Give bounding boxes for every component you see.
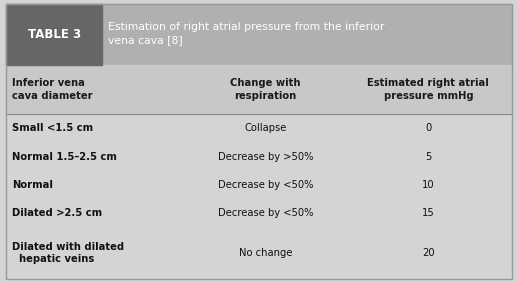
Text: Small <1.5 cm: Small <1.5 cm <box>12 123 94 133</box>
Text: Estimation of right atrial pressure from the inferior
vena cava [8]: Estimation of right atrial pressure from… <box>108 22 385 45</box>
Bar <box>6 65 512 114</box>
Bar <box>6 4 512 65</box>
Bar <box>6 114 512 142</box>
Text: Inferior vena
cava diameter: Inferior vena cava diameter <box>12 78 93 101</box>
Bar <box>6 4 102 65</box>
Text: Normal: Normal <box>12 180 53 190</box>
Bar <box>6 199 512 228</box>
Text: Change with
respiration: Change with respiration <box>230 78 300 101</box>
Text: 20: 20 <box>422 248 435 258</box>
Bar <box>6 142 512 171</box>
Text: Estimated right atrial
pressure mmHg: Estimated right atrial pressure mmHg <box>367 78 489 101</box>
Text: Decrease by <50%: Decrease by <50% <box>218 209 313 218</box>
Text: TABLE 3: TABLE 3 <box>27 28 81 41</box>
Bar <box>6 171 512 199</box>
Text: 0: 0 <box>425 123 431 133</box>
Text: Decrease by <50%: Decrease by <50% <box>218 180 313 190</box>
Text: No change: No change <box>239 248 292 258</box>
Text: 10: 10 <box>422 180 435 190</box>
Text: Collapse: Collapse <box>244 123 286 133</box>
Text: Normal 1.5–2.5 cm: Normal 1.5–2.5 cm <box>12 152 117 162</box>
Text: Dilated >2.5 cm: Dilated >2.5 cm <box>12 209 103 218</box>
Text: 5: 5 <box>425 152 431 162</box>
Text: 15: 15 <box>422 209 435 218</box>
Bar <box>6 228 512 279</box>
Text: Dilated with dilated
  hepatic veins: Dilated with dilated hepatic veins <box>12 242 124 264</box>
Text: Decrease by >50%: Decrease by >50% <box>218 152 313 162</box>
